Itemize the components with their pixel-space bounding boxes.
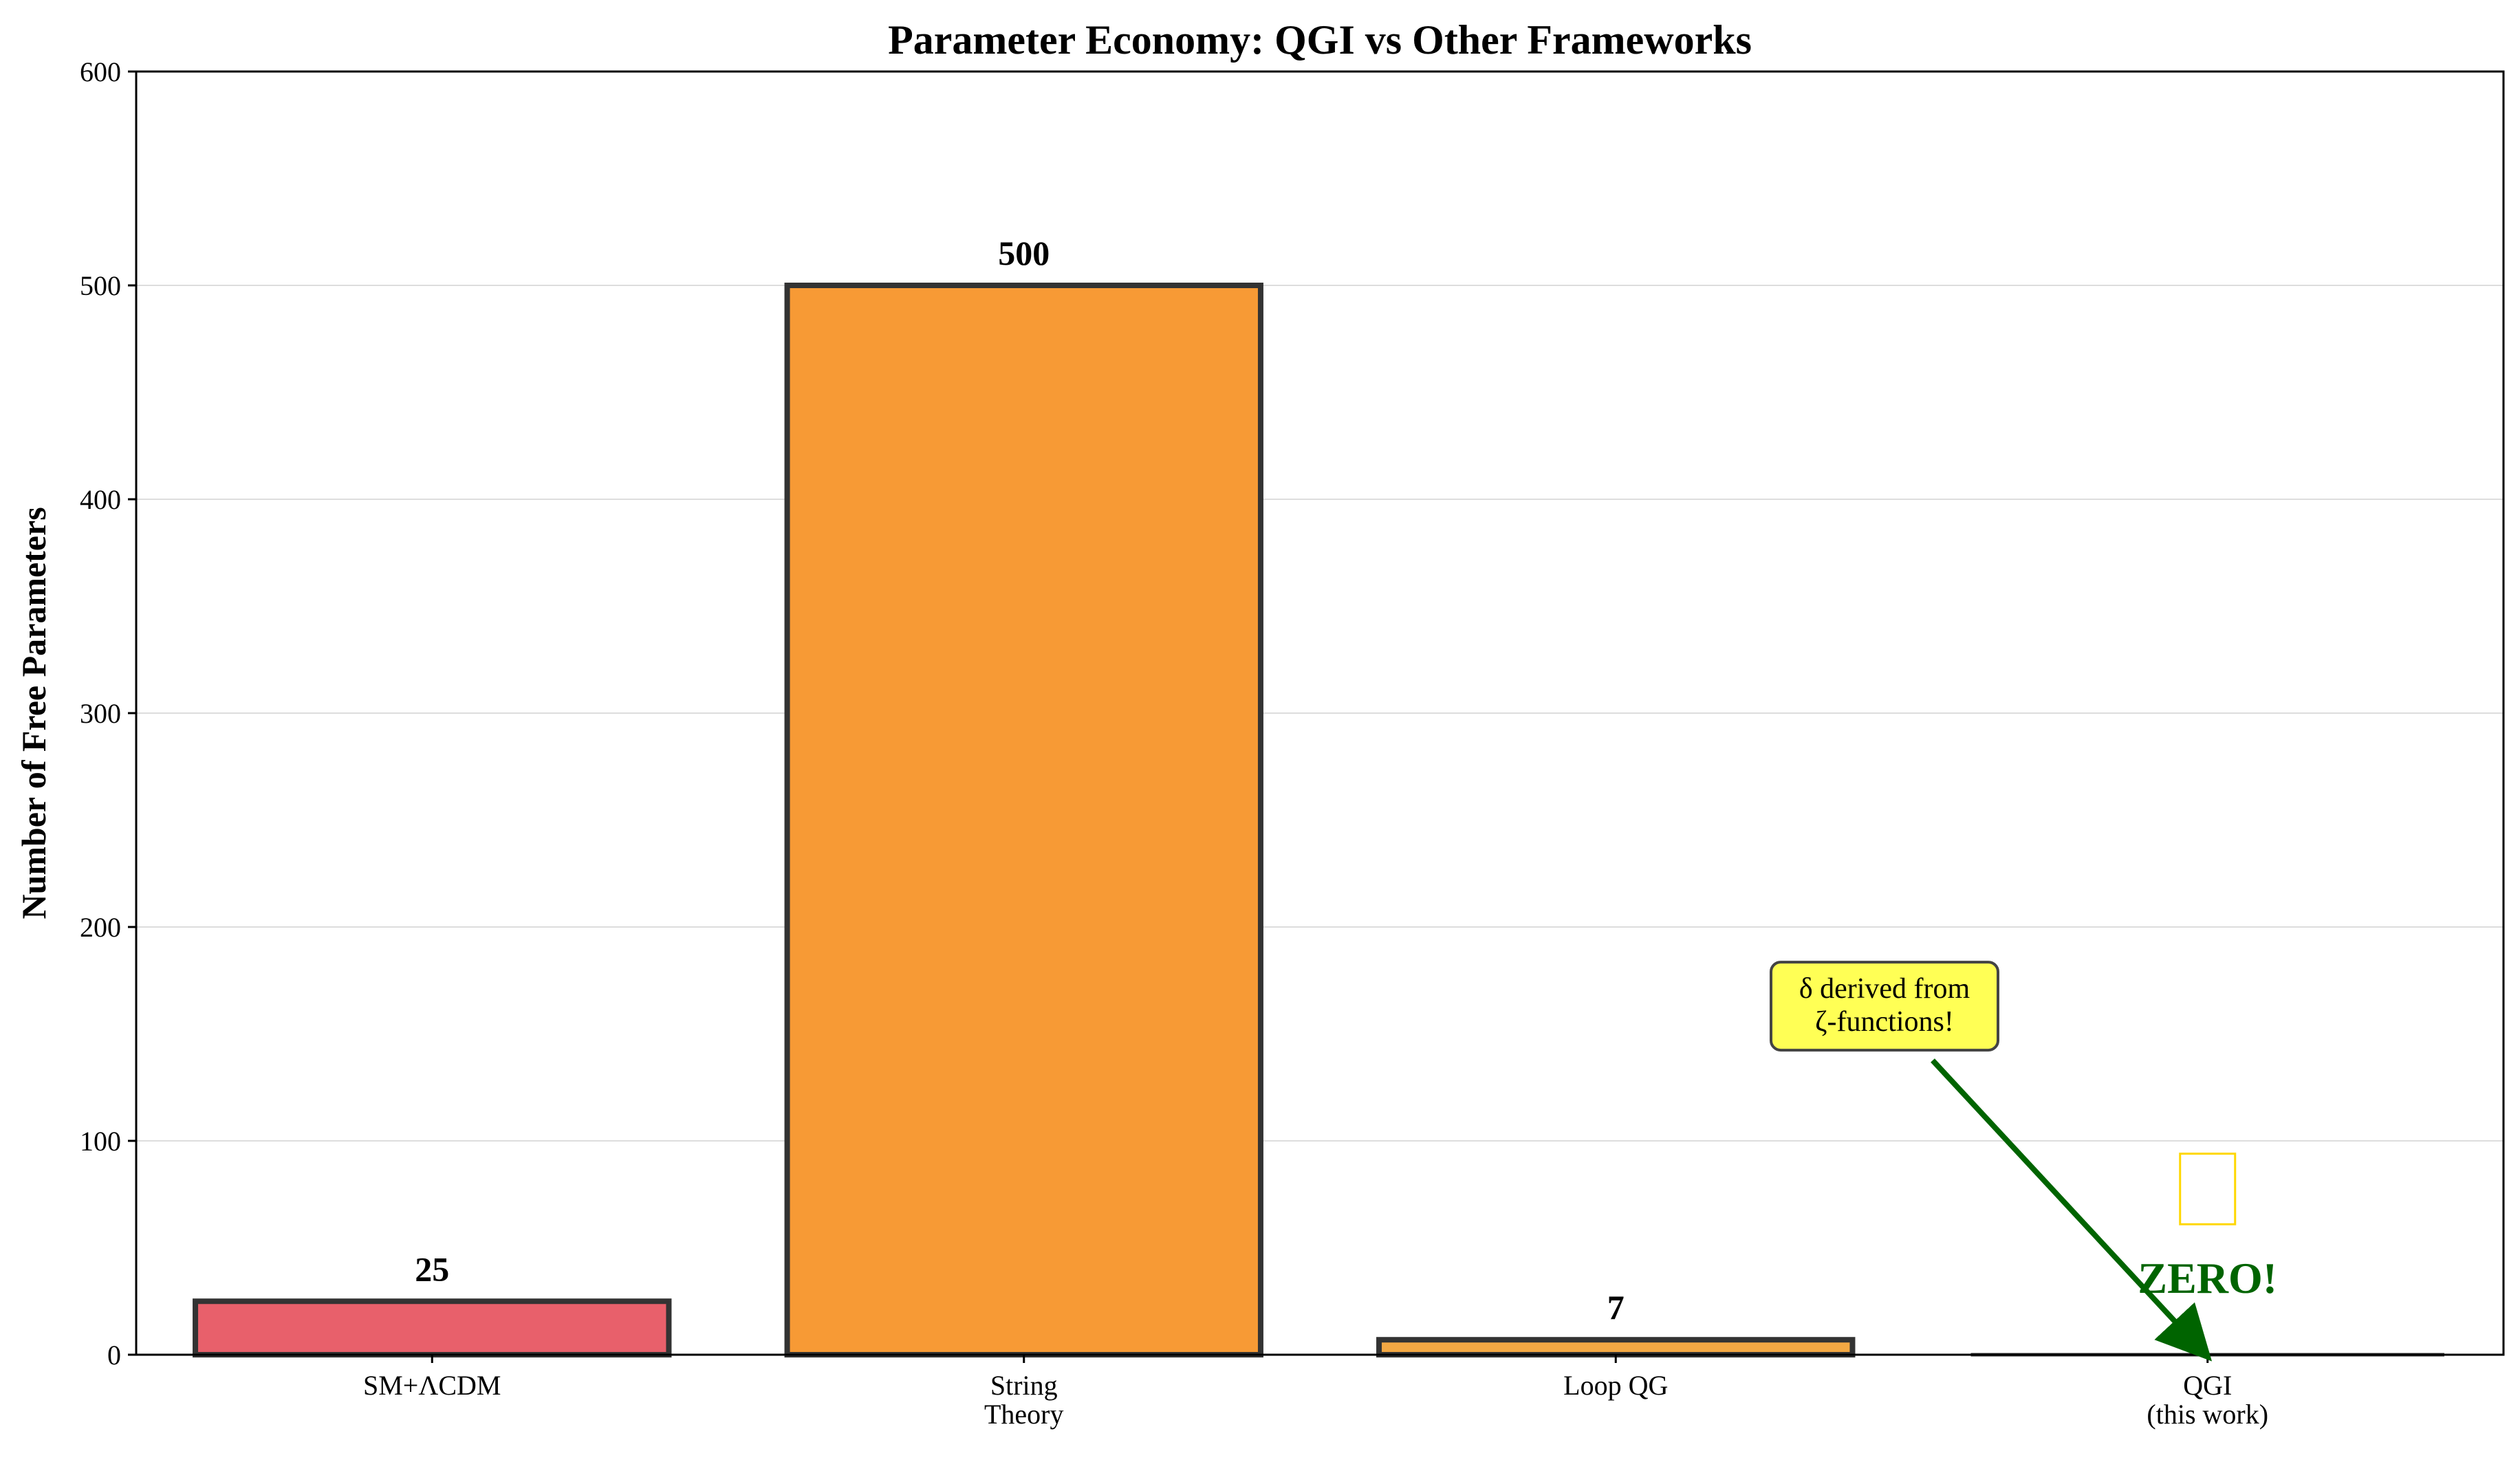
y-tick-label: 300 (80, 698, 121, 729)
bar-value-label: 500 (998, 234, 1050, 272)
x-tick-label: Theory (984, 1399, 1064, 1430)
bar (784, 283, 1263, 1357)
zero-label: ZERO! (2138, 1254, 2277, 1302)
x-tick-label: String (990, 1370, 1058, 1401)
y-tick-label: 600 (80, 56, 121, 87)
x-tick-label: (this work) (2147, 1399, 2268, 1430)
chart-title: Parameter Economy: QGI vs Other Framewor… (888, 17, 1752, 63)
grid-lines (136, 285, 2503, 1142)
y-tick-label: 100 (80, 1126, 121, 1157)
y-tick-label: 0 (107, 1340, 121, 1371)
bar-value-label: 25 (415, 1250, 449, 1288)
y-axis-label: Number of Free Parameters (14, 507, 53, 919)
callout-text: ζ-functions! (1815, 1006, 1954, 1038)
y-tick-label: 200 (80, 912, 121, 943)
bar (1376, 1337, 1856, 1357)
x-tick-label: Loop QG (1563, 1370, 1668, 1401)
bar (193, 1298, 672, 1357)
axes (128, 70, 2505, 1363)
bars (193, 283, 2444, 1357)
glyph-placeholder-box (2179, 1153, 2237, 1225)
bar-value-label: 7 (1607, 1288, 1625, 1327)
y-tick-label: 400 (80, 484, 121, 515)
annotation-arrow (1931, 1058, 2213, 1362)
callout-box (1770, 961, 1999, 1052)
y-tick-label: 500 (80, 270, 121, 301)
x-tick-label: QGI (2183, 1370, 2232, 1401)
x-tick-label: SM+ΛCDM (363, 1370, 501, 1401)
callout-text: δ derived from (1799, 973, 1970, 1005)
